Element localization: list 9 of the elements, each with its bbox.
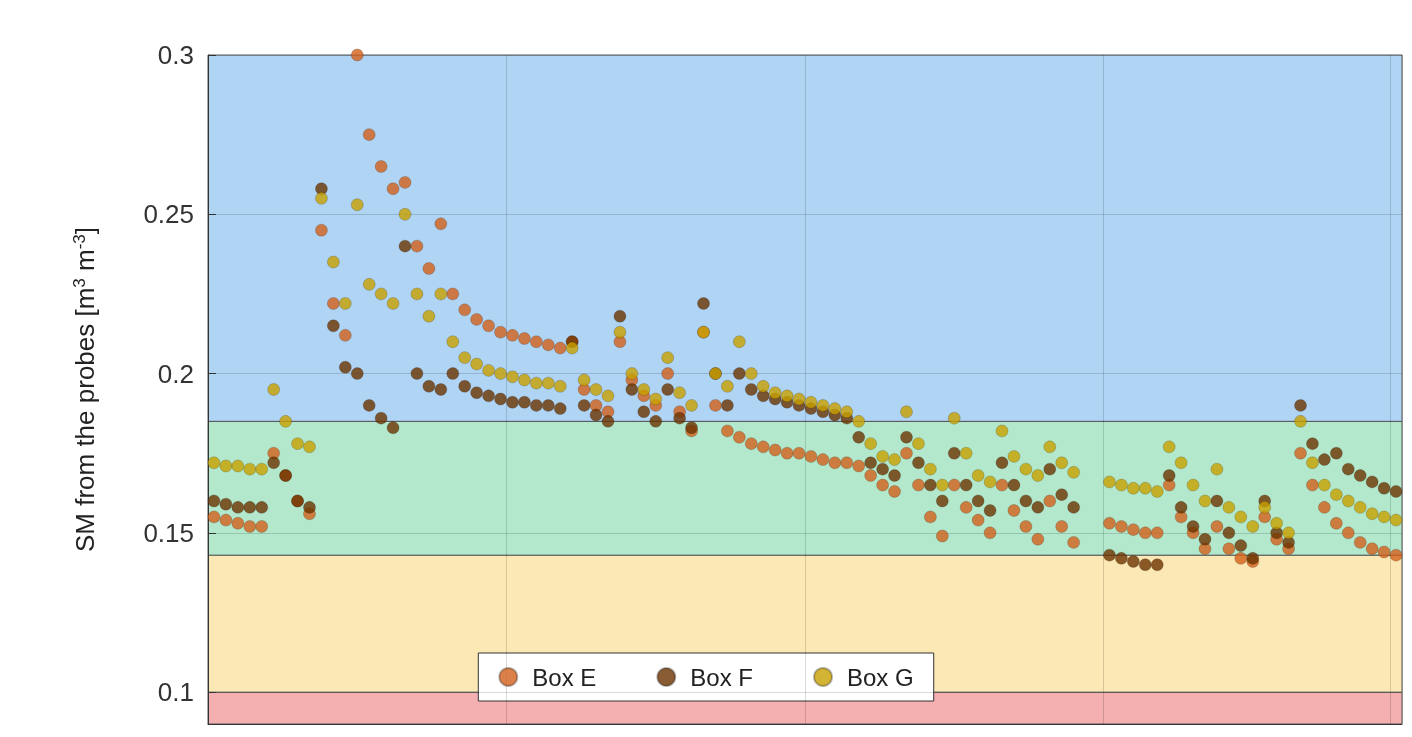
legend-label: Box F — [690, 663, 754, 691]
y-tick-label: 0.15 — [143, 517, 194, 548]
legend-label: Box E — [532, 663, 597, 691]
y-tick-label: 0.25 — [143, 199, 194, 230]
y-tick-label: 0.3 — [157, 40, 194, 70]
legend-label: Box G — [847, 663, 914, 691]
y-tick-label: 0.1 — [157, 677, 194, 708]
y-axis-title: SM from the probes [m3 m-3] — [69, 226, 100, 553]
y-tick-label: 0.2 — [157, 358, 194, 389]
